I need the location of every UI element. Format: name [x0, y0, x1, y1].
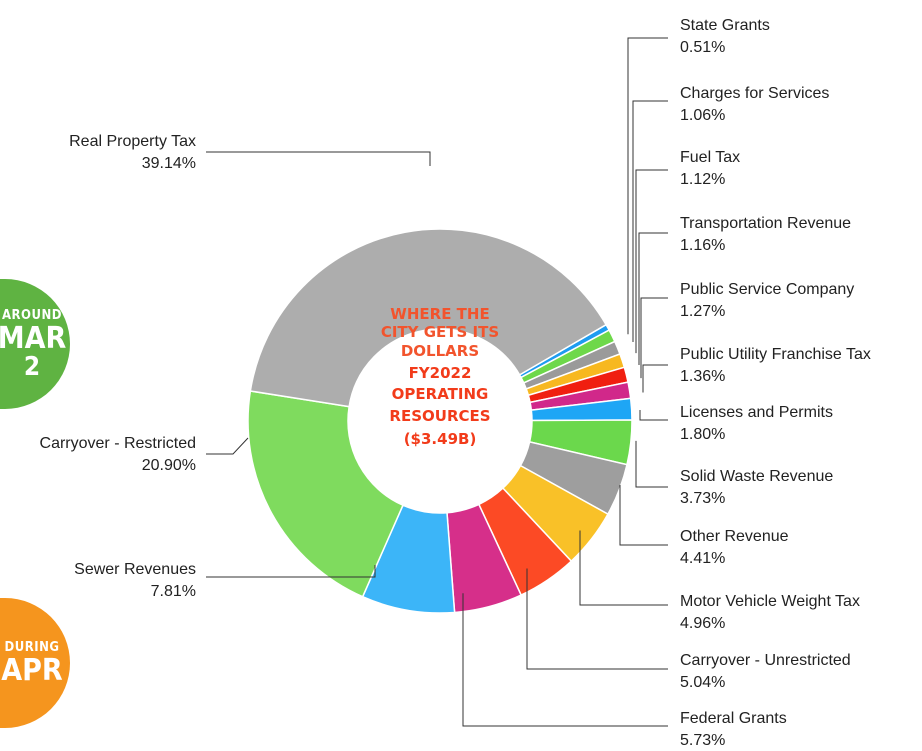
badge-mar-month: MAR [0, 320, 67, 356]
value-motor-vehicle-weight-tax: 4.96% [680, 615, 725, 632]
center-title-line-6: RESOURCES [389, 407, 490, 425]
leader-public-service-company [640, 297, 668, 379]
value-other-revenue: 4.41% [680, 550, 725, 567]
value-carryover-restricted: 20.90% [142, 457, 196, 474]
value-federal-grants: 5.73% [680, 732, 725, 749]
label-public-service-company: Public Service Company [680, 281, 854, 298]
badge-apr-top: DURING [4, 639, 60, 655]
leader-other-revenue [619, 485, 668, 546]
label-other-revenue: Other Revenue [680, 528, 789, 545]
value-public-service-company: 1.27% [680, 303, 725, 320]
leader-solid-waste-revenue [635, 440, 668, 488]
label-sewer-revenues: Sewer Revenues [74, 561, 196, 578]
value-public-utility-franchise-tax: 1.36% [680, 368, 725, 385]
label-federal-grants: Federal Grants [680, 710, 787, 727]
value-fuel-tax: 1.12% [680, 171, 725, 188]
center-title-line-3: DOLLARS [401, 342, 479, 360]
center-title-line-2: CITY GETS ITS [381, 323, 499, 341]
label-real-property-tax: Real Property Tax [69, 133, 196, 150]
leader-fuel-tax [635, 169, 668, 354]
badge-mar-day: 2 [23, 351, 41, 382]
value-real-property-tax: 39.14% [142, 155, 196, 172]
leader-carryover-restricted [206, 437, 249, 455]
label-solid-waste-revenue: Solid Waste Revenue [680, 468, 833, 485]
label-charges-for-services: Charges for Services [680, 85, 829, 102]
label-motor-vehicle-weight-tax: Motor Vehicle Weight Tax [680, 593, 860, 610]
leader-charges-for-services [632, 100, 668, 342]
slice-real-property-tax [249, 228, 608, 408]
label-transportation-revenue: Transportation Revenue [680, 215, 851, 232]
badge-mar-top: AROUND [2, 307, 62, 323]
badge-apr-month: APR [1, 652, 63, 688]
label-fuel-tax: Fuel Tax [680, 149, 740, 166]
value-licenses-and-permits: 1.80% [680, 426, 725, 443]
label-carryover-restricted: Carryover - Restricted [40, 435, 196, 452]
value-carryover-unrestricted: 5.04% [680, 674, 725, 691]
leader-sewer-revenues [206, 565, 376, 578]
center-title-line-7: ($3.49B) [404, 430, 477, 448]
slice-carryover-restricted [247, 390, 404, 598]
slice-labels: State Grants 0.51% Charges for Services 1.0… [40, 17, 871, 749]
leader-state-grants [627, 37, 668, 335]
label-licenses-and-permits: Licenses and Permits [680, 404, 833, 421]
value-state-grants: 0.51% [680, 39, 725, 56]
value-sewer-revenues: 7.81% [151, 583, 196, 600]
center-title-line-4: FY2022 [409, 364, 472, 382]
center-title-line-1: WHERE THE [390, 305, 489, 323]
label-public-utility-franchise-tax: Public Utility Franchise Tax [680, 346, 871, 363]
center-title: WHERE THE CITY GETS ITS DOLLARS FY2022 O… [381, 305, 499, 448]
center-title-line-5: OPERATING [392, 385, 489, 403]
leader-motor-vehicle-weight-tax [579, 530, 668, 606]
leader-federal-grants [462, 593, 668, 727]
leader-public-utility-franchise-tax [642, 364, 668, 393]
label-carryover-unrestricted: Carryover - Unrestricted [680, 652, 851, 669]
leader-licenses-and-permits [639, 410, 668, 421]
donut-slices [247, 228, 633, 614]
leader-transportation-revenue [638, 232, 668, 366]
value-solid-waste-revenue: 3.73% [680, 490, 725, 507]
label-state-grants: State Grants [680, 17, 770, 34]
leader-real-property-tax [206, 151, 431, 166]
value-charges-for-services: 1.06% [680, 107, 725, 124]
leader-lines [206, 37, 668, 727]
leader-carryover-unrestricted [526, 568, 668, 670]
value-transportation-revenue: 1.16% [680, 237, 725, 254]
